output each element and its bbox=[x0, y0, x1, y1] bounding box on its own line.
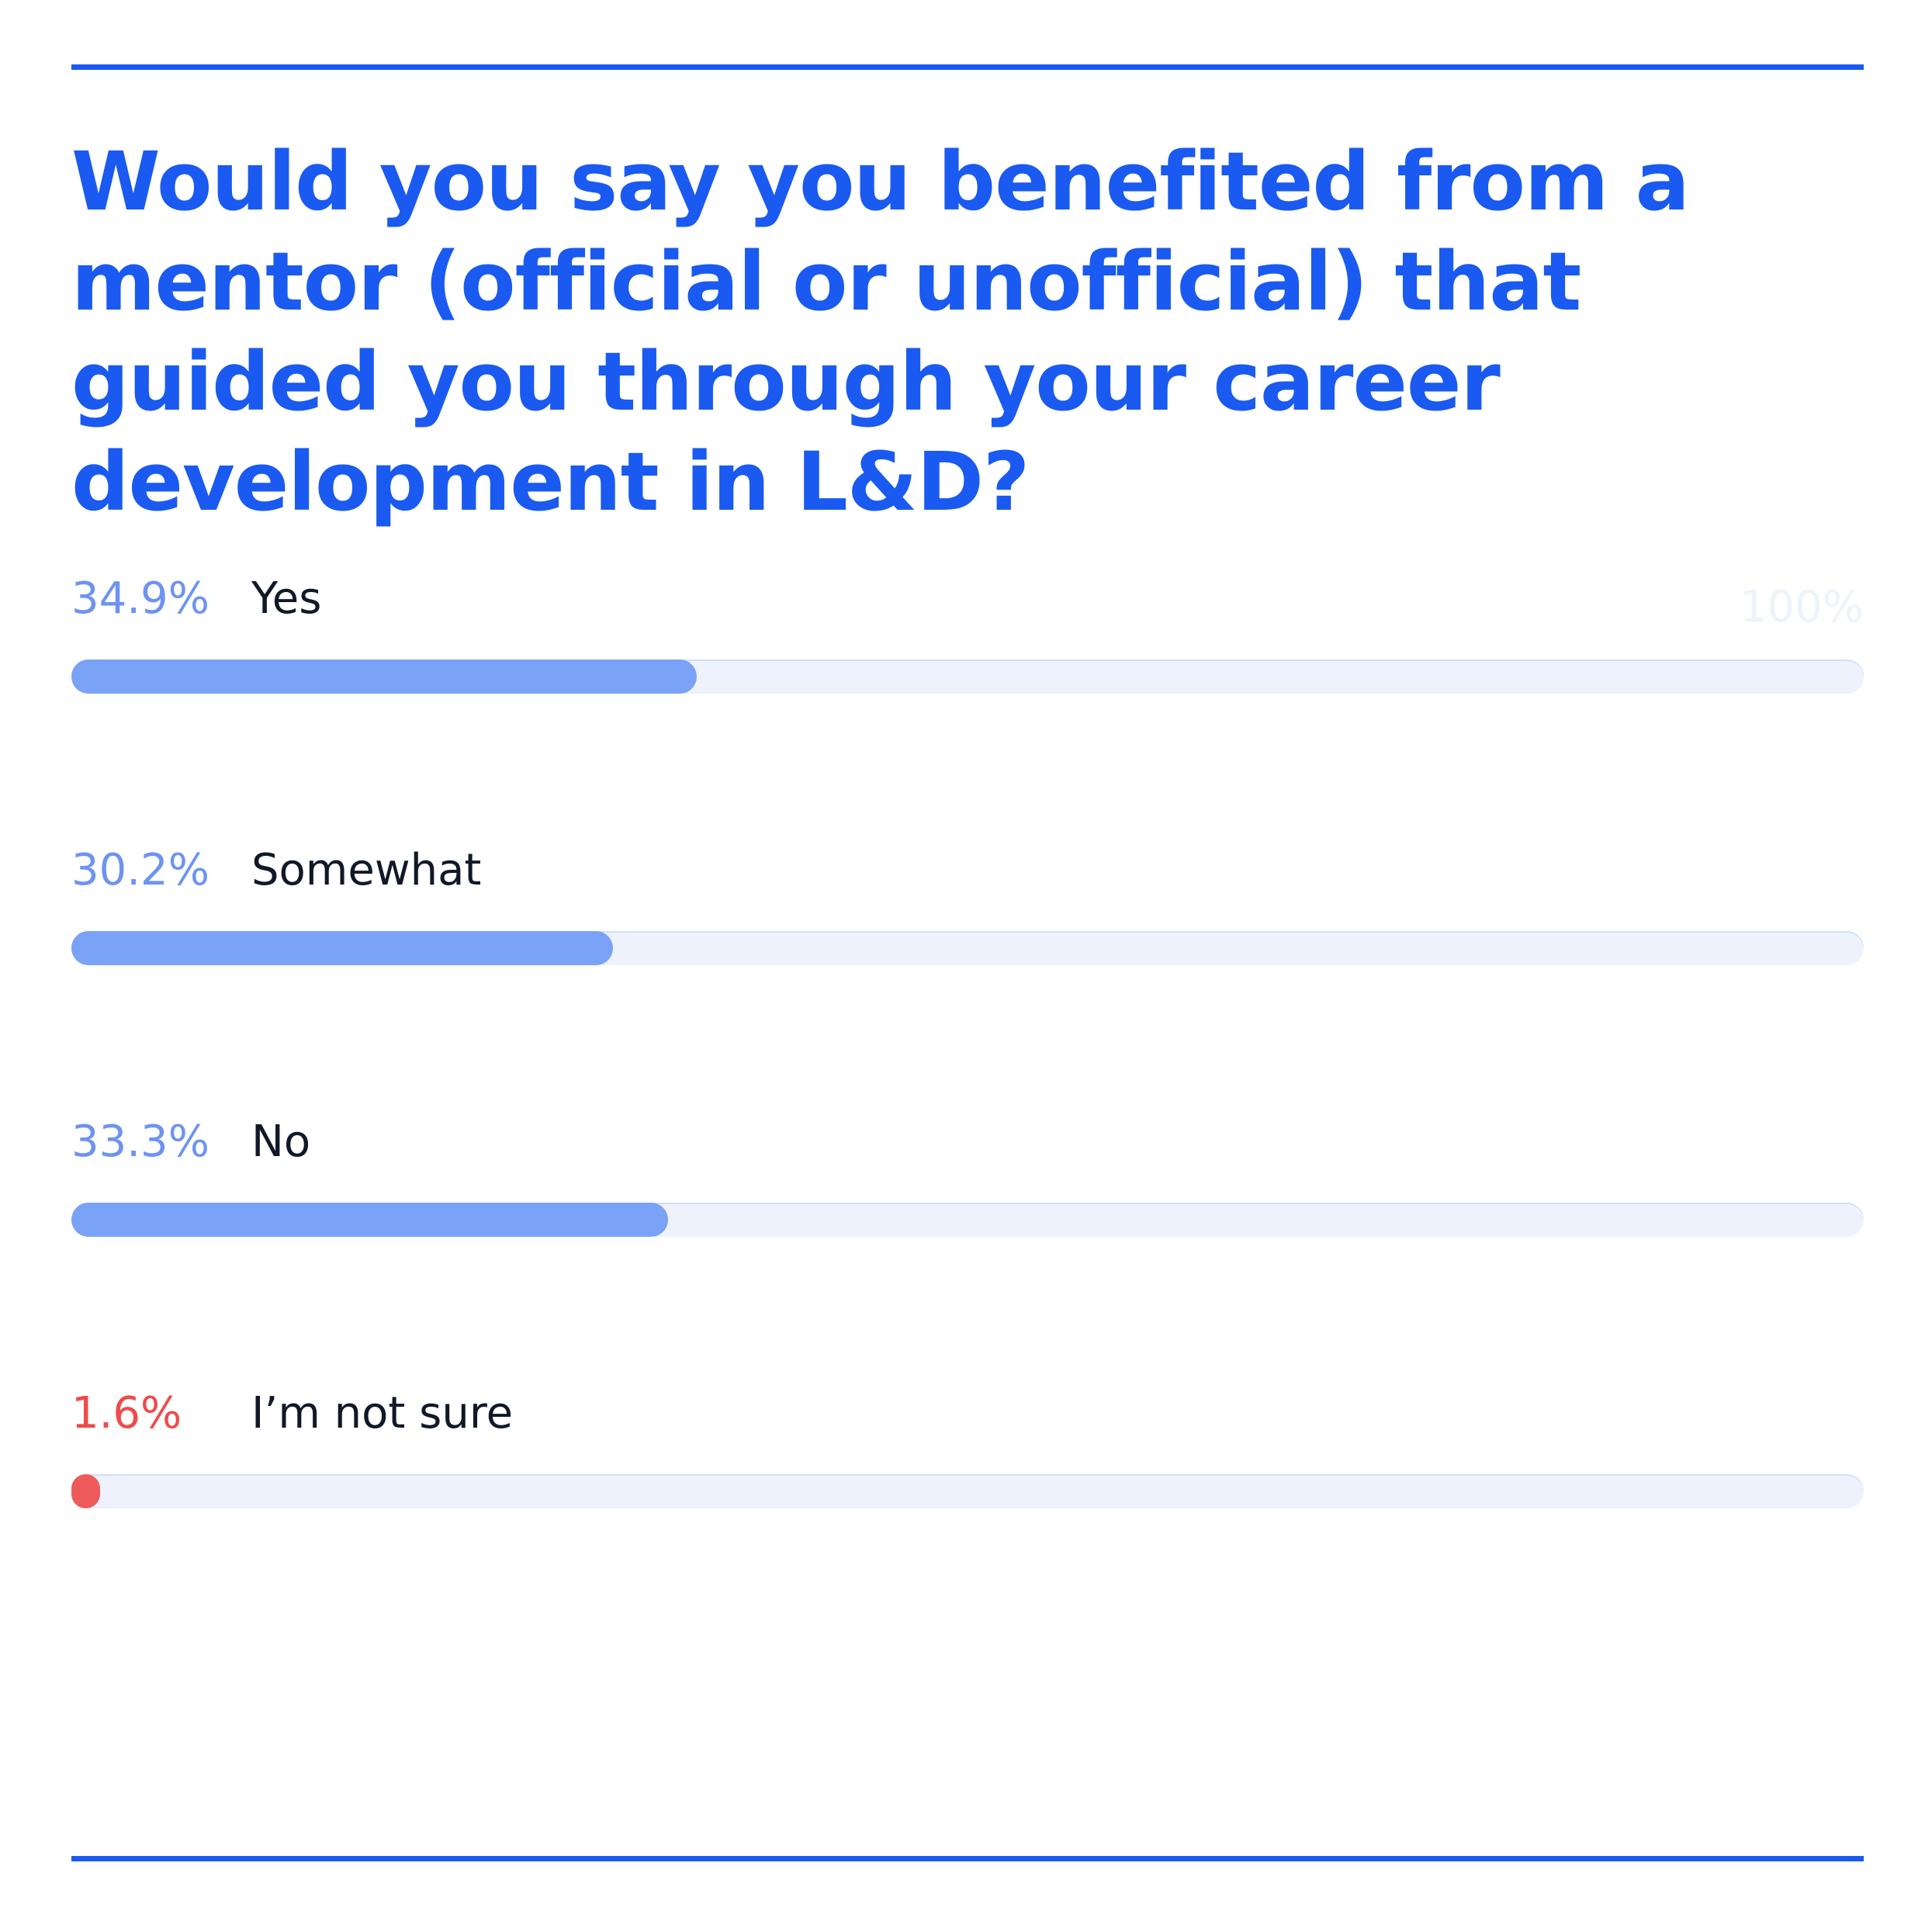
bar-fill bbox=[71, 931, 613, 965]
bar-row: 34.9% Yes bbox=[71, 574, 1864, 706]
bar-track bbox=[71, 660, 1864, 694]
bar-track bbox=[71, 931, 1864, 965]
bar-value-label: 33.3% bbox=[71, 1117, 209, 1167]
bar-row: 33.3% No bbox=[71, 1117, 1864, 1249]
bar-value-label: 30.2% bbox=[71, 845, 209, 895]
chart-title: Would you say you benefited from a mento… bbox=[71, 134, 1690, 529]
bottom-divider bbox=[71, 1856, 1864, 1861]
bar-track bbox=[71, 1203, 1864, 1237]
bar-category-label: No bbox=[251, 1117, 311, 1167]
bar-fill bbox=[71, 660, 698, 694]
bar-fill bbox=[71, 1203, 669, 1237]
bar-category-label: Yes bbox=[251, 573, 322, 624]
bar-fill bbox=[71, 1474, 100, 1508]
bar-category-label: I’m not sure bbox=[251, 1388, 514, 1439]
scale-max-label: 100% bbox=[1739, 582, 1864, 632]
bar-category-label: Somewhat bbox=[251, 845, 482, 895]
bar-row: 30.2% Somewhat bbox=[71, 846, 1864, 978]
bar-value-label: 1.6% bbox=[71, 1388, 182, 1439]
bar-row: 1.6% I’m not sure bbox=[71, 1389, 1864, 1521]
bar-track bbox=[71, 1474, 1864, 1508]
top-divider bbox=[71, 64, 1864, 70]
bar-value-label: 34.9% bbox=[71, 573, 209, 624]
